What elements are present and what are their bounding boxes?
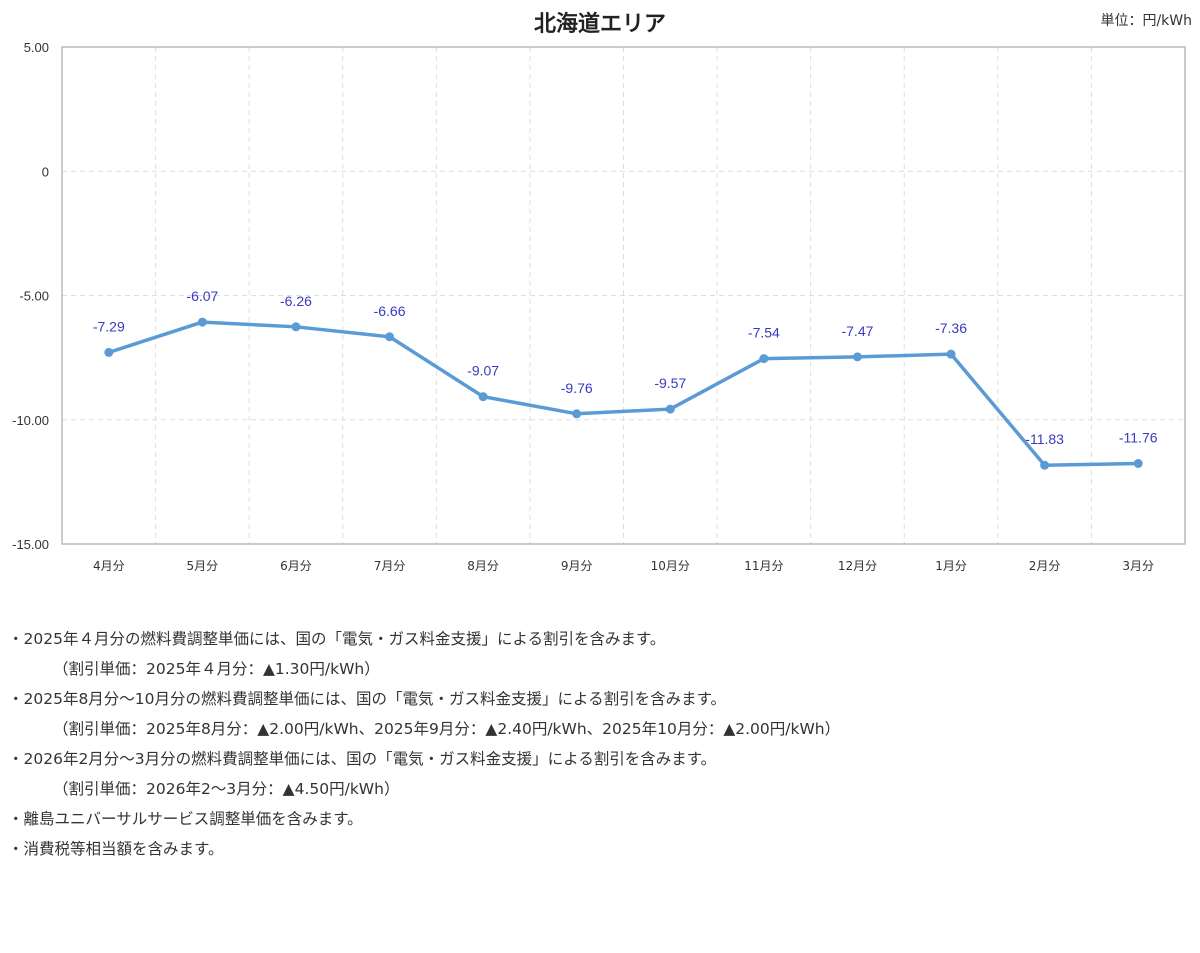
note: （割引単価：2025年8月分：▲2.00円/kWh、2025年9月分：▲2.40… [53, 720, 841, 738]
data-point [946, 349, 956, 359]
x-tick-label: 9月分 [561, 559, 593, 573]
x-tick-label: 4月分 [93, 559, 125, 573]
x-tick-label: 1月分 [935, 559, 967, 573]
x-tick-label: 8月分 [467, 559, 499, 573]
x-tick-label: 11月分 [744, 559, 783, 573]
data-label: -6.26 [280, 293, 312, 309]
data-point [1040, 460, 1050, 470]
data-label: -6.66 [374, 303, 406, 319]
data-label: -7.29 [93, 318, 125, 334]
y-tick-label: -10.00 [12, 413, 49, 428]
data-point [197, 317, 207, 327]
data-point [852, 352, 862, 362]
data-point [1133, 458, 1143, 468]
data-label: -9.57 [654, 375, 686, 391]
note: ・2025年４月分の燃料費調整単価には、国の「電気・ガス料金支援」による割引を含… [8, 630, 666, 648]
data-label: -7.47 [841, 323, 873, 339]
data-point [104, 347, 114, 357]
line-chart: 5.00 0 -5.00 -10.00 -15.00 4月分 5月分 6月分 7月分 8月分 9月分… [12, 40, 1186, 573]
note: ・2026年2月分～3月分の燃料費調整単価には、国の「電気・ガス料金支援」による… [8, 750, 717, 768]
x-tick-label: 6月分 [280, 559, 312, 573]
unit-label: 単位：円/kWh [1100, 13, 1192, 29]
data-label: -11.76 [1119, 429, 1158, 445]
note: （割引単価：2025年４月分：▲1.30円/kWh） [53, 660, 380, 678]
x-tick-label: 3月分 [1122, 559, 1154, 573]
data-label: -11.83 [1025, 431, 1064, 447]
x-tick-label: 5月分 [187, 559, 219, 573]
y-tick-label: 5.00 [24, 40, 49, 55]
x-tick-label: 10月分 [651, 559, 690, 573]
data-point [572, 409, 582, 419]
data-label: -9.76 [561, 380, 593, 396]
x-tick-label: 7月分 [374, 559, 406, 573]
chart-title: 北海道エリア [533, 12, 666, 37]
plot-frame [61, 46, 1186, 545]
note: （割引単価：2026年2～3月分：▲4.50円/kWh） [53, 780, 400, 798]
data-label: -7.54 [748, 325, 780, 341]
data-point [385, 332, 395, 342]
note: ・離島ユニバーサルサービス調整単価を含みます。 [8, 810, 363, 828]
data-label: -7.36 [935, 320, 967, 336]
data-label: -6.07 [186, 288, 218, 304]
notes: ・2025年４月分の燃料費調整単価には、国の「電気・ガス料金支援」による割引を含… [8, 624, 840, 864]
y-tick-label: 0 [42, 164, 49, 179]
data-point [665, 404, 675, 414]
x-tick-label: 2月分 [1029, 559, 1061, 573]
data-point [478, 392, 488, 402]
y-tick-label: -5.00 [19, 289, 49, 304]
data-point [291, 322, 301, 332]
note: ・消費税等相当額を含みます。 [8, 840, 224, 858]
series-line [108, 320, 1139, 467]
data-point [759, 354, 769, 364]
x-tick-label: 12月分 [838, 559, 877, 573]
note: ・2025年8月分～10月分の燃料費調整単価には、国の「電気・ガス料金支援」によ… [8, 690, 727, 708]
y-tick-label: -15.00 [12, 537, 49, 552]
data-label: -9.07 [467, 363, 499, 379]
